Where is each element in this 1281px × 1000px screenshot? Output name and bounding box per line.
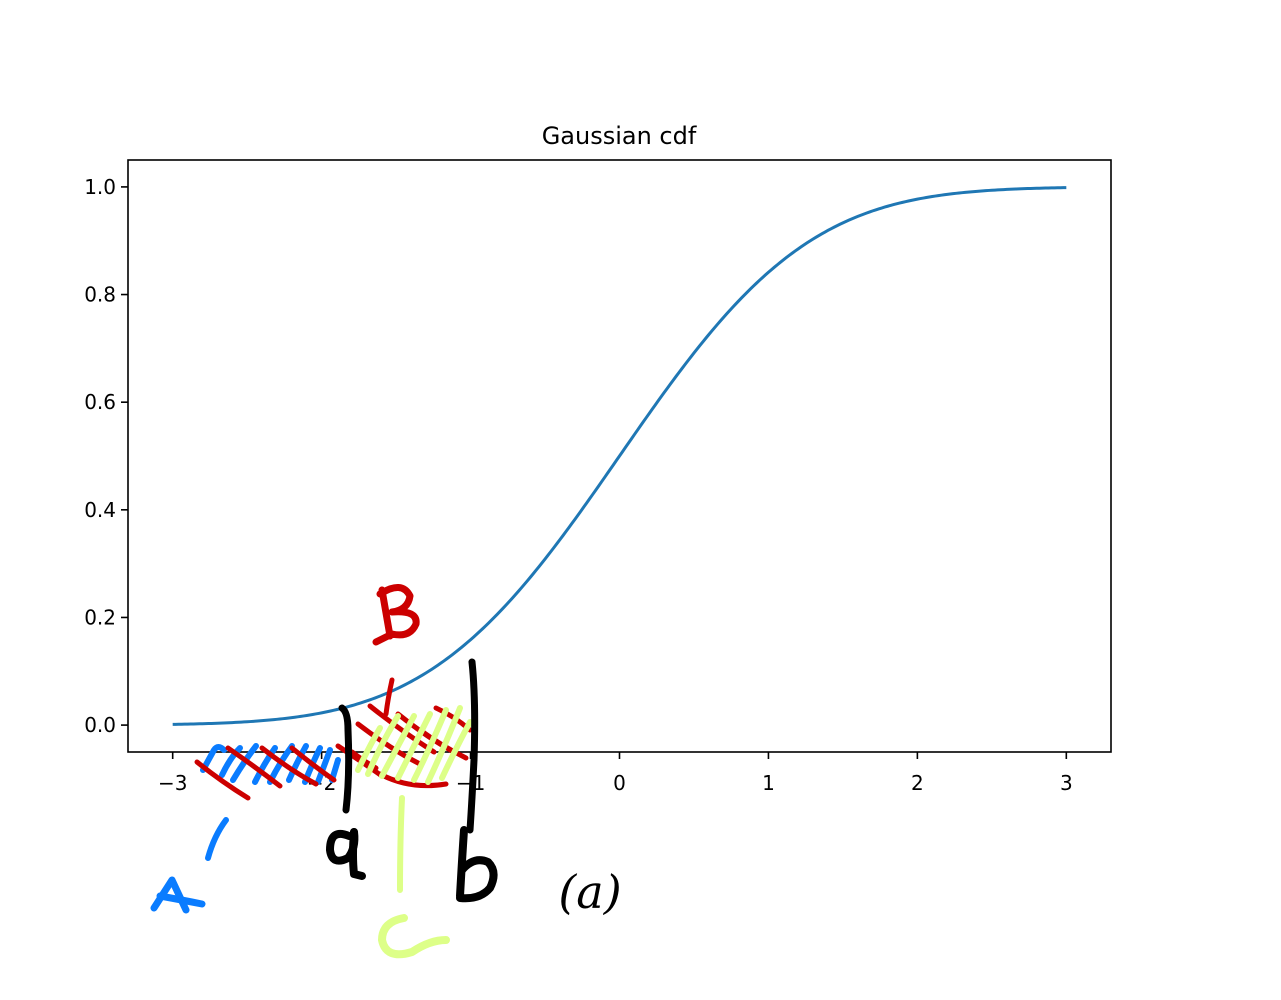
y-tick-label: 1.0 (84, 175, 116, 199)
region-c-hatching (355, 705, 473, 785)
region-b-leader (383, 677, 395, 717)
y-axis: 0.0 0.2 0.4 0.6 0.8 1.0 (84, 175, 128, 737)
A-letter (150, 876, 206, 914)
x-tick-label: 0 (613, 771, 626, 795)
b-letter (456, 826, 498, 903)
y-tick-label: 0.0 (84, 713, 116, 737)
y-tick-label: 0.2 (84, 605, 116, 629)
bracket-b (466, 658, 479, 834)
C-letter (378, 914, 450, 959)
B-letter (372, 584, 420, 646)
plot-area (172, 186, 1067, 726)
y-tick-label: 0.4 (84, 498, 116, 522)
y-tick-label: 0.8 (84, 283, 116, 307)
x-tick-label: 1 (762, 771, 775, 795)
handwritten-annotations (150, 584, 498, 959)
cdf-series-line (172, 186, 1067, 726)
bracket-a (338, 704, 353, 814)
figure-caption: (a) (558, 865, 621, 919)
chart-title: Gaussian cdf (542, 122, 697, 150)
x-tick-label: 2 (911, 771, 924, 795)
x-tick-label: −3 (158, 771, 187, 795)
a-letter (326, 828, 366, 880)
region-c-leader (397, 795, 405, 893)
region-a-leader (205, 817, 229, 861)
x-tick-label: 3 (1060, 771, 1073, 795)
y-tick-label: 0.6 (84, 390, 116, 414)
